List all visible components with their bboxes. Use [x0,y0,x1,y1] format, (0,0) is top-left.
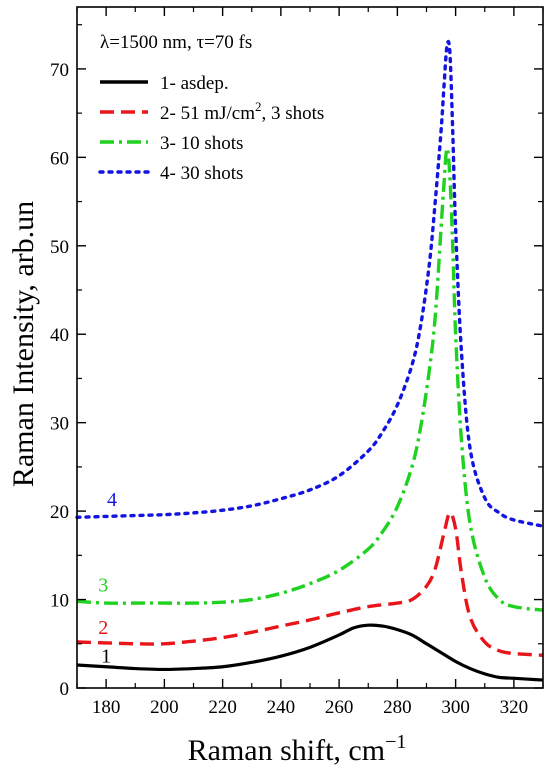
y-tick-label: 20 [50,502,69,523]
series-line-1 [76,623,544,682]
curve-label-2: 2 [98,617,108,639]
axes: 180 200 220 240 260 280 300 320 0 10 20 30 40 50 60 70 [50,6,544,718]
curve-label-3: 3 [98,575,108,597]
y-axis-title: Raman Intensity, arb.un [7,201,40,487]
curve-label-4: 4 [107,489,117,511]
x-tick-label: 220 [208,697,237,718]
x-tick-label: 300 [441,697,470,718]
x-tick-label: 180 [92,697,121,718]
legend-label-4: 4- 30 shots [160,163,243,184]
legend-label-3: 3- 10 shots [160,133,243,154]
x-tick-label: 260 [325,697,354,718]
legend: 1- asdep. 2- 51 mJ/cm2, 3 shots 3- 10 shot… [98,73,324,184]
y-tick-label: 0 [60,679,70,700]
x-tick-label: 240 [267,697,296,718]
legend-label-1: 1- asdep. [160,73,229,94]
y-tick-label: 10 [50,591,69,612]
series-line-2 [76,511,544,657]
x-tick-label: 320 [500,697,529,718]
condition-annotation: λ=1500 nm, τ=70 fs [100,32,252,53]
x-tick-label: 280 [383,697,412,718]
y-tick-label: 60 [50,148,69,169]
y-tick-label: 70 [50,60,69,81]
y-tick-label: 50 [50,237,69,258]
series-line-3 [76,146,544,612]
series-line-4 [75,39,545,528]
y-tick-label: 30 [50,414,69,435]
legend-label-2: 2- 51 mJ/cm2, 3 shots [160,99,324,124]
x-axis-title-text: Raman shift, cm [188,734,385,767]
x-tick-label: 200 [150,697,179,718]
y-tick-label: 40 [50,325,69,346]
x-axis-title-superscript: −1 [385,731,406,753]
plot-area: 1 2 3 4 [75,39,545,682]
x-axis-title: Raman shift, cm−1 [188,731,407,767]
curve-label-1: 1 [101,645,111,667]
